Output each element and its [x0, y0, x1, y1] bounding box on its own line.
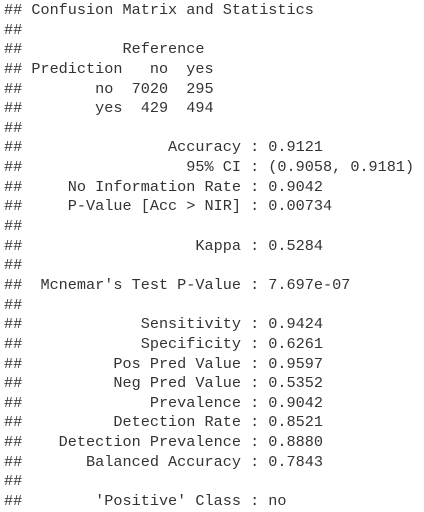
stat-detection-rate: ## Detection Rate : 0.8521: [4, 413, 323, 432]
stat-kappa: ## Kappa : 0.5284: [4, 236, 323, 255]
stat-prevalence: ## Prevalence : 0.9042: [4, 393, 323, 412]
stat-accuracy: ## Accuracy : 0.9121: [4, 138, 323, 157]
console-line-blank: ##: [4, 256, 23, 275]
confusion-matrix-row-no: ## no 7020 295: [4, 79, 214, 98]
stat-mcnemar-p-value: ## Mcnemar's Test P-Value : 7.697e-07: [4, 275, 351, 294]
stat-p-value-acc-nir: ## P-Value [Acc > NIR] : 0.00734: [4, 197, 333, 216]
stat-sensitivity: ## Sensitivity : 0.9424: [4, 315, 323, 334]
stat-neg-pred-value: ## Neg Pred Value : 0.5352: [4, 374, 323, 393]
stat-detection-prevalence: ## Detection Prevalence : 0.8880: [4, 433, 323, 452]
confusion-matrix-header-reference: ## Reference: [4, 40, 205, 59]
console-line-blank: ##: [4, 472, 23, 491]
stat-95-ci: ## 95% CI : (0.9058, 0.9181): [4, 158, 415, 177]
console-line-blank: ##: [4, 118, 23, 137]
console-line-title: ## Confusion Matrix and Statistics: [4, 1, 314, 19]
confusion-matrix-row-yes: ## yes 429 494: [4, 99, 214, 118]
stat-balanced-accuracy: ## Balanced Accuracy : 0.7843: [4, 452, 323, 471]
stat-pos-pred-value: ## Pos Pred Value : 0.9597: [4, 354, 323, 373]
stat-no-information-rate: ## No Information Rate : 0.9042: [4, 177, 323, 196]
stat-positive-class: ## 'Positive' Class : no: [4, 492, 287, 511]
confusion-matrix-header-prediction: ## Prediction no yes: [4, 59, 214, 78]
console-output: ## Confusion Matrix and Statistics ## ## R…: [4, 1, 414, 512]
stat-specificity: ## Specificity : 0.6261: [4, 334, 323, 353]
console-line-blank: ##: [4, 217, 23, 236]
console-line-blank: ##: [4, 295, 23, 314]
console-line-blank: ##: [4, 20, 23, 39]
